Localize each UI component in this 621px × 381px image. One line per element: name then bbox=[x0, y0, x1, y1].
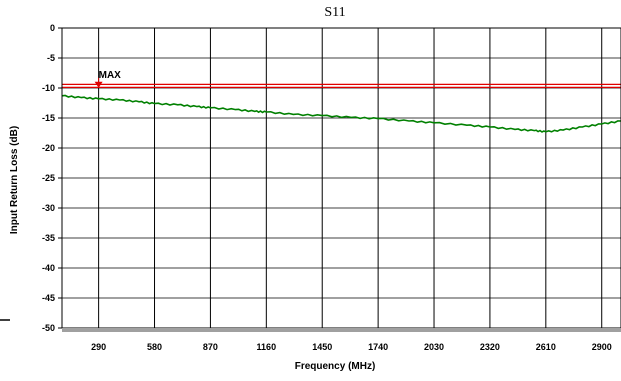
x-tick-label: 2610 bbox=[536, 342, 556, 352]
y-tick-label: -35 bbox=[42, 233, 55, 243]
y-tick-label: -15 bbox=[42, 113, 55, 123]
x-axis-label: Frequency (MHz) bbox=[295, 361, 376, 372]
x-tick-label: 1740 bbox=[368, 342, 388, 352]
y-tick-label: -50 bbox=[42, 323, 55, 333]
y-tick-label: -30 bbox=[42, 203, 55, 213]
y-tick-label: -45 bbox=[42, 293, 55, 303]
x-tick-label: 580 bbox=[147, 342, 162, 352]
tick-labels: 0 -5 -10 -15 -20 -25 -30 -35 -40 -45 -50 290 580 870 1… bbox=[42, 23, 612, 352]
series-line bbox=[61, 94, 621, 133]
x-tick-label: 290 bbox=[91, 342, 106, 352]
marker-layer: MAX bbox=[94, 70, 122, 88]
y-axis-label: Input Return Loss (dB) bbox=[9, 126, 20, 234]
series-layer bbox=[61, 94, 621, 133]
limit-lines bbox=[62, 83, 621, 89]
chart-title: S11 bbox=[324, 5, 345, 20]
y-tick-label: -10 bbox=[42, 83, 55, 93]
x-tick-label: 870 bbox=[203, 342, 218, 352]
x-tick-label: 1160 bbox=[257, 342, 277, 352]
max-marker-label: MAX bbox=[99, 70, 122, 81]
grid-layer bbox=[62, 28, 621, 328]
x-tick-label: 2030 bbox=[424, 342, 444, 352]
x-tick-label: 1450 bbox=[312, 342, 332, 352]
bottom-axis-bar bbox=[62, 328, 621, 332]
max-marker-icon bbox=[94, 81, 103, 88]
y-tick-label: -40 bbox=[42, 263, 55, 273]
x-tick-label: 2900 bbox=[592, 342, 612, 352]
y-tick-label: -20 bbox=[42, 143, 55, 153]
x-tick-label: 2320 bbox=[480, 342, 500, 352]
y-tick-label: 0 bbox=[50, 23, 55, 33]
y-tick-label: -5 bbox=[47, 53, 55, 63]
y-tick-label: -25 bbox=[42, 173, 55, 183]
